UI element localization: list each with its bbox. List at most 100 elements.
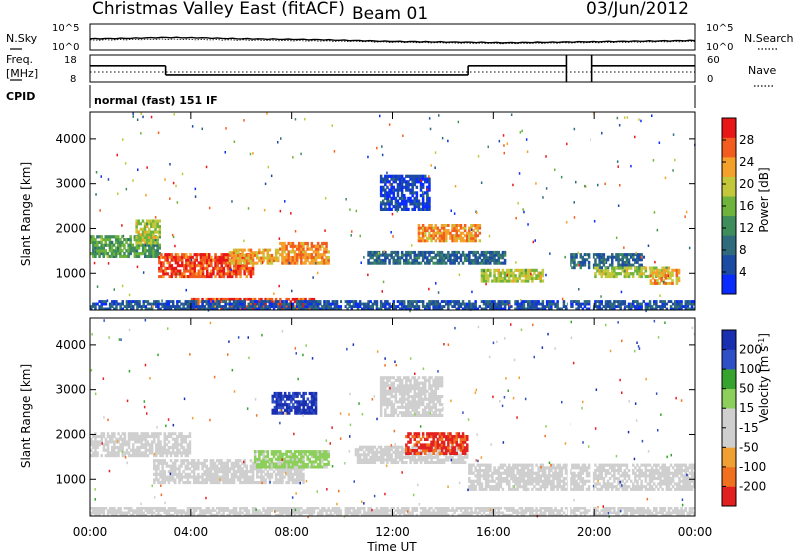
heatmap-cell xyxy=(150,225,153,229)
heatmap-cell xyxy=(340,300,343,303)
heatmap-cell xyxy=(424,437,427,441)
heatmap-cell xyxy=(388,180,391,184)
heatmap-cell xyxy=(677,268,681,272)
heatmap-cell xyxy=(398,302,402,306)
heatmap-cell xyxy=(470,258,473,262)
heatmap-scatter-cell xyxy=(565,221,568,224)
heatmap-cell xyxy=(159,440,162,444)
heatmap-cell xyxy=(180,475,183,479)
heatmap-cell xyxy=(228,307,232,311)
heatmap-scatter-cell xyxy=(428,175,430,178)
heatmap-cell xyxy=(266,248,269,252)
heatmap-cell xyxy=(392,256,395,260)
heatmap-cell xyxy=(440,440,444,444)
heatmap-cell xyxy=(587,300,591,303)
heatmap-cell xyxy=(92,249,95,253)
heatmap-cell xyxy=(308,302,311,306)
heatmap-cell xyxy=(167,470,171,474)
heatmap-cell xyxy=(413,207,416,211)
heatmap-cell xyxy=(405,446,408,450)
heatmap-cell xyxy=(158,246,161,250)
heatmap-cell xyxy=(472,250,475,254)
heatmap-cell xyxy=(373,455,377,459)
heatmap-cell xyxy=(442,234,446,238)
heatmap-cell xyxy=(264,300,267,303)
heatmap-cell xyxy=(472,239,475,243)
heatmap-cell xyxy=(661,302,664,306)
heatmap-cell xyxy=(230,478,234,482)
heatmap-cell xyxy=(686,302,690,306)
heatmap-cell xyxy=(602,255,606,259)
heatmap-cell xyxy=(178,464,181,468)
heatmap-cell xyxy=(384,177,387,181)
heatmap-cell xyxy=(411,202,414,206)
heatmap-cell xyxy=(432,229,435,233)
heatmap-cell xyxy=(197,269,201,273)
heatmap-cell xyxy=(222,275,226,279)
heatmap-scatter-cell xyxy=(457,120,460,124)
heatmap-cell xyxy=(451,250,454,254)
heatmap-cell xyxy=(253,300,257,303)
heatmap-cell xyxy=(148,230,151,234)
heatmap-cell xyxy=(222,261,226,265)
heatmap-cell xyxy=(208,253,211,257)
heatmap-cell xyxy=(396,461,400,464)
heatmap-cell xyxy=(346,302,349,306)
heatmap-cell xyxy=(625,260,629,264)
heatmap-cell xyxy=(260,462,263,466)
heatmap-cell xyxy=(447,305,450,308)
heatmap-scatter-cell xyxy=(396,210,399,213)
heatmap-cell xyxy=(232,472,236,476)
heatmap-cell xyxy=(233,269,236,273)
heatmap-scatter-cell xyxy=(273,292,275,295)
heatmap-cell xyxy=(234,470,238,474)
heatmap-cell xyxy=(308,261,311,265)
heatmap-cell xyxy=(113,307,116,311)
heatmap-cell xyxy=(155,454,158,458)
heatmap-cell xyxy=(111,454,114,458)
heatmap-cell xyxy=(111,451,114,455)
heatmap-cell xyxy=(611,263,614,267)
heatmap-cell xyxy=(421,234,425,238)
heatmap-cell xyxy=(434,440,437,444)
heatmap-cell xyxy=(421,450,425,454)
heatmap-cell xyxy=(430,234,433,238)
heatmap-cell xyxy=(104,440,108,444)
heatmap-scatter-cell xyxy=(95,171,98,174)
heatmap-cell xyxy=(594,253,597,257)
heatmap-cell xyxy=(92,252,95,256)
heatmap-cell xyxy=(503,307,507,311)
heatmap-cell xyxy=(100,440,103,444)
heatmap-cell xyxy=(121,445,124,449)
heatmap-cell xyxy=(358,305,362,308)
heatmap-cell xyxy=(606,258,610,262)
heatmap-cell xyxy=(432,305,435,308)
heatmap-cell xyxy=(447,250,450,254)
heatmap-cell xyxy=(377,261,381,265)
heatmap-cell xyxy=(493,256,496,260)
heatmap-cell xyxy=(325,452,328,456)
heatmap-scatter-cell xyxy=(294,230,297,233)
heatmap-cell xyxy=(272,300,276,304)
heatmap-scatter-cell xyxy=(426,188,429,191)
heatmap-cell xyxy=(419,250,423,254)
heatmap-cell xyxy=(291,241,295,246)
heatmap-cell xyxy=(232,297,236,301)
heatmap-cell xyxy=(516,268,519,272)
heatmap-cell xyxy=(388,202,391,206)
heatmap-cell xyxy=(243,300,246,303)
heatmap-cell xyxy=(503,276,507,280)
heatmap-cell xyxy=(447,307,450,311)
heatmap-cell xyxy=(524,300,528,303)
heatmap-cell xyxy=(417,440,421,444)
heatmap-cell xyxy=(158,252,161,256)
heatmap-cell xyxy=(155,448,158,452)
heatmap-cell xyxy=(199,266,203,270)
heatmap-cell xyxy=(300,253,303,257)
heatmap-cell xyxy=(243,256,246,260)
heatmap-cell xyxy=(319,255,322,260)
heatmap-cell xyxy=(279,467,282,471)
heatmap-cell xyxy=(453,440,456,444)
power-colorbar-tick-label: 8 xyxy=(739,243,747,257)
heatmap-cell xyxy=(125,307,129,311)
